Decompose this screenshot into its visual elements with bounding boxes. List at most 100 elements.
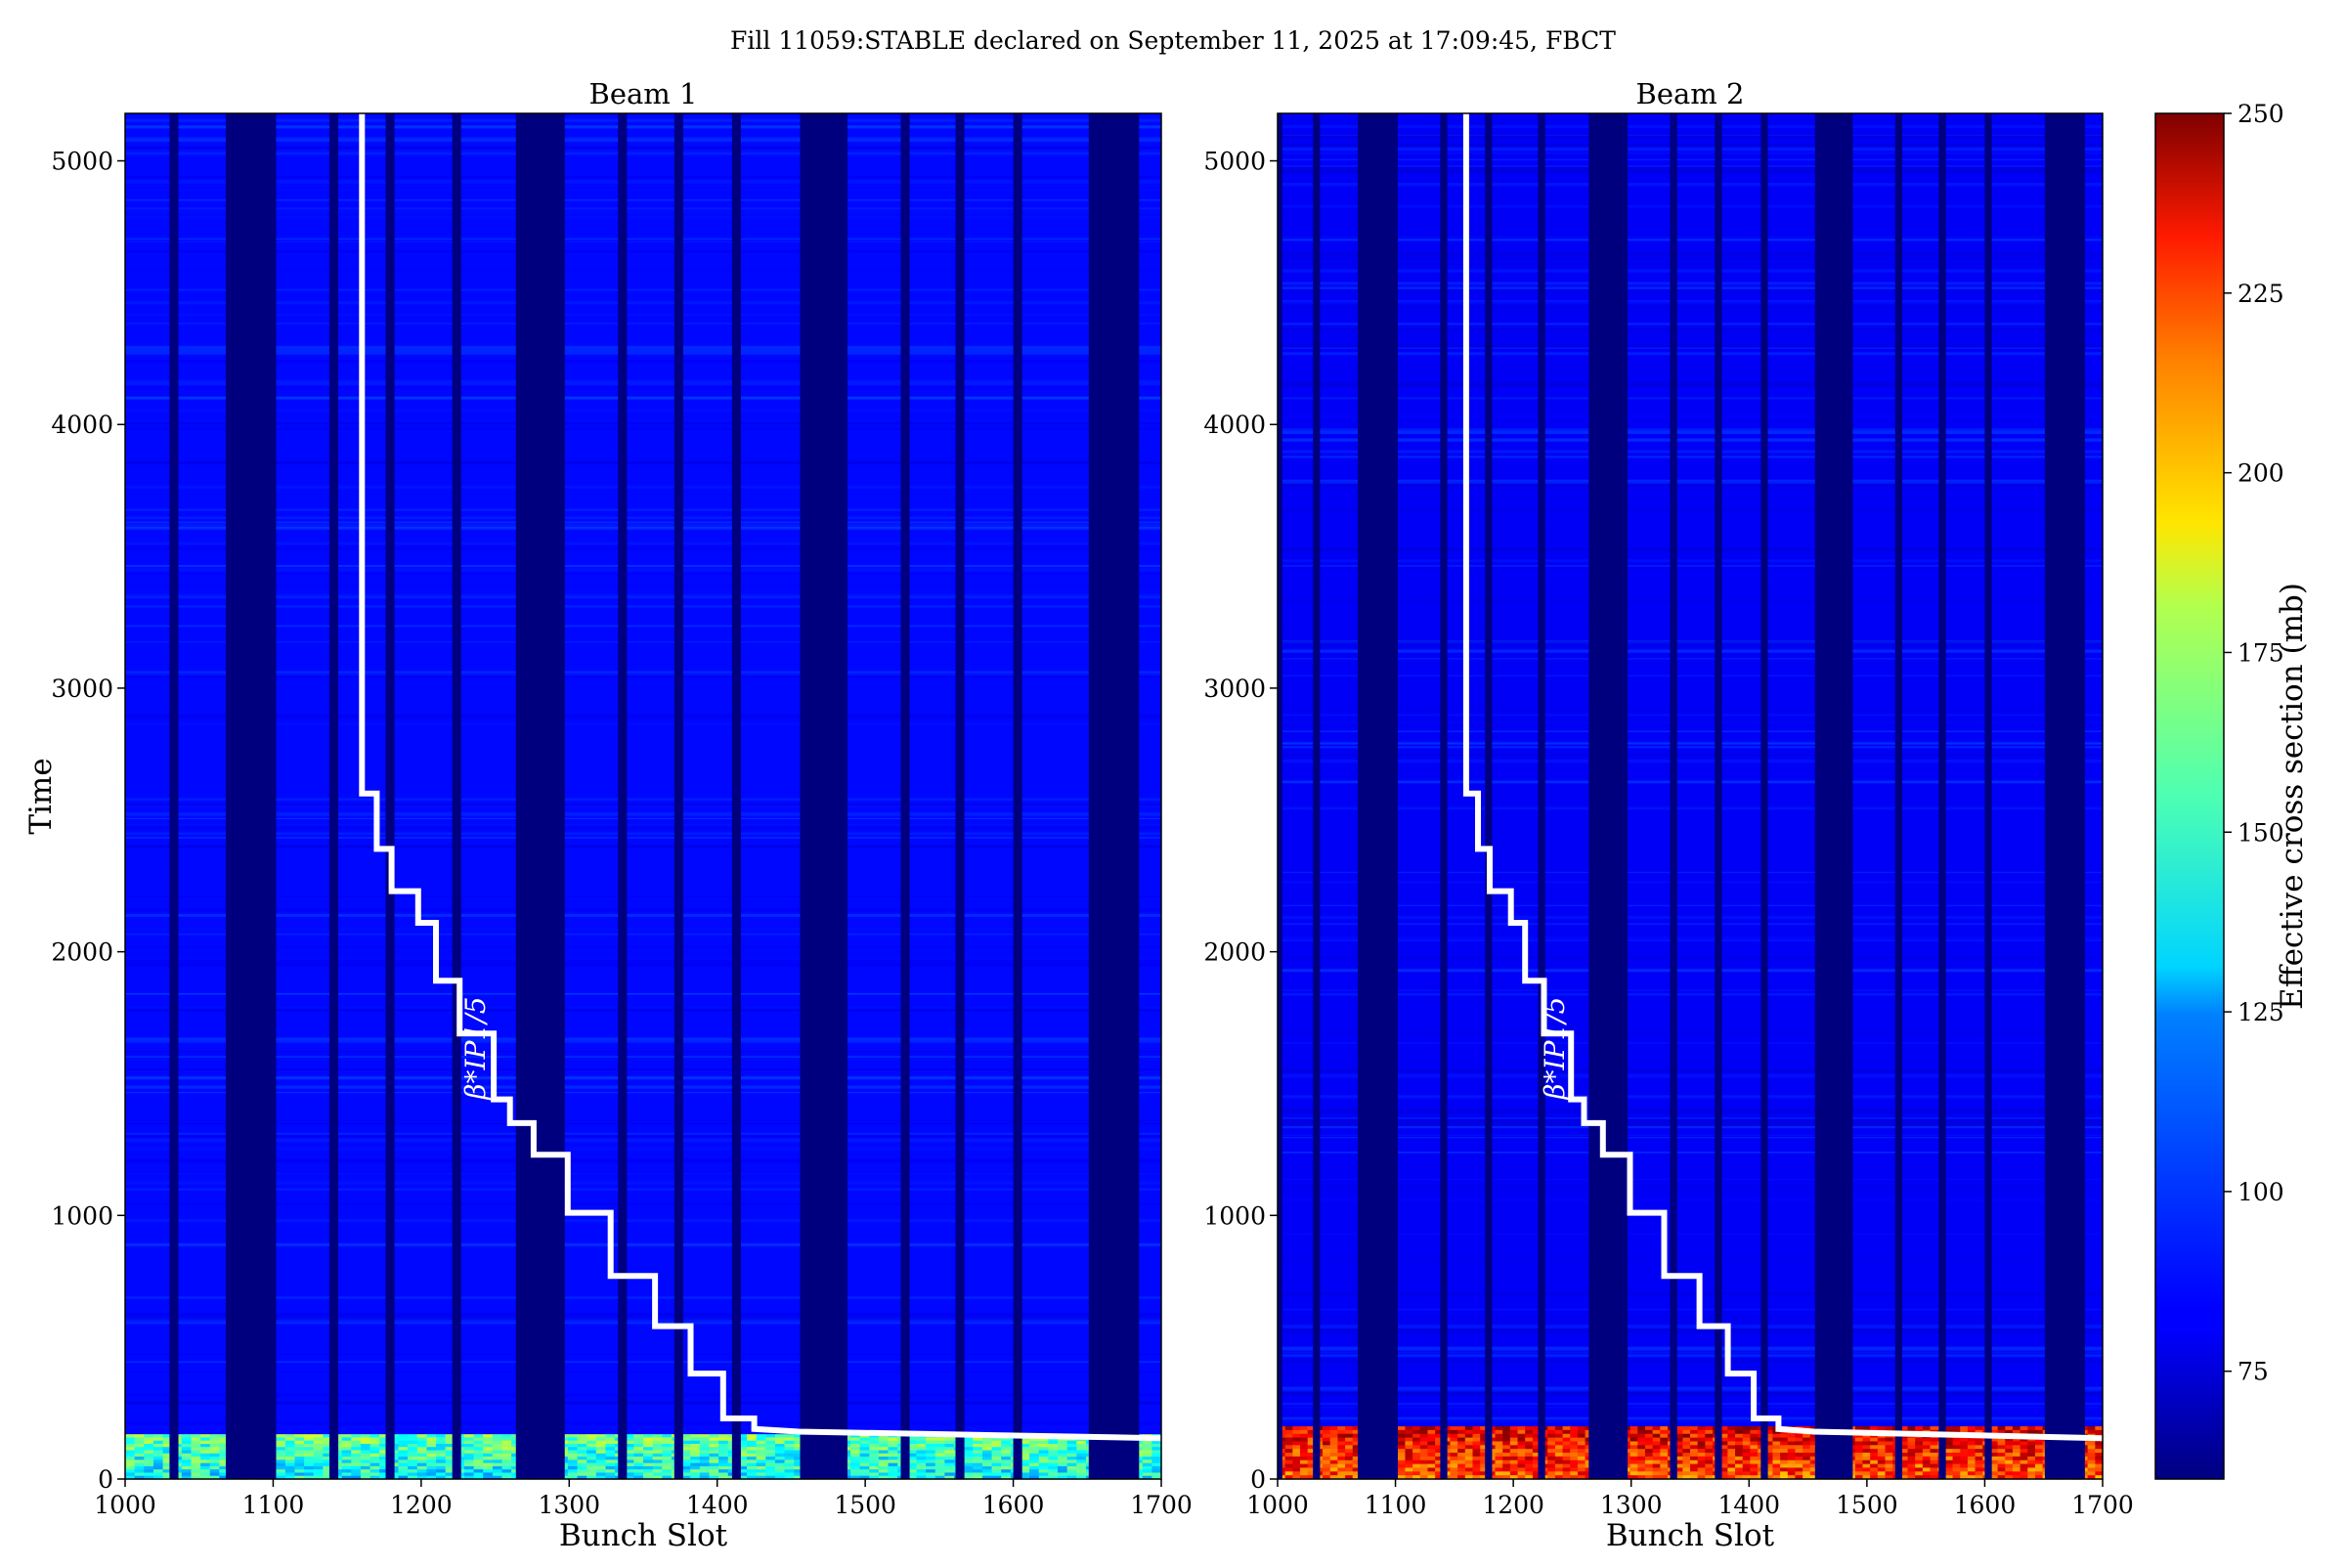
heatmap-band-cell (1472, 1449, 1481, 1454)
heatmap-band-cell (323, 1437, 333, 1442)
heatmap-band-cell (181, 1434, 193, 1439)
heatmap-band-cell (191, 1462, 201, 1467)
heatmap-band-cell (765, 1447, 776, 1452)
heatmap-band-cell (916, 1465, 927, 1470)
heatmap-band-cell (1427, 1459, 1436, 1465)
heatmap-band-cell (605, 1462, 616, 1467)
heatmap-band-cell (379, 1447, 390, 1452)
heatmap-band-cell (1660, 1441, 1669, 1446)
heatmap-band-cell (1329, 1463, 1338, 1469)
heatmap-band-cell (1048, 1457, 1059, 1460)
heatmap-band-cell (125, 1457, 136, 1460)
heatmap-texture-line (125, 625, 1161, 628)
heatmap-band-cell (1142, 1453, 1152, 1458)
heatmap-texture-line (1278, 483, 2103, 488)
heatmap-band-cell (1419, 1467, 1429, 1472)
heatmap-band-cell (483, 1450, 494, 1455)
heatmap-band-cell (1345, 1463, 1354, 1469)
heatmap-band-cell (1885, 1463, 1893, 1469)
heatmap-band-cell (1975, 1453, 1983, 1458)
heatmap-band-cell (1997, 1471, 2006, 1476)
heatmap-band-cell (379, 1469, 390, 1474)
heatmap-texture-line (1278, 169, 2103, 173)
heatmap-band-cell (1038, 1469, 1049, 1474)
heatmap-texture-line (125, 1068, 1161, 1071)
heatmap-band-cell (341, 1462, 352, 1467)
heatmap-band-cell (1674, 1437, 1683, 1443)
heatmap-band-cell (1292, 1453, 1301, 1458)
heatmap-band-cell (181, 1440, 193, 1445)
heatmap-band-cell (567, 1440, 579, 1445)
heatmap-band-cell (1307, 1433, 1316, 1439)
heatmap-band-cell (1397, 1456, 1407, 1461)
heatmap-texture-line (1278, 709, 2103, 712)
heatmap-band-cell (125, 1450, 136, 1455)
heatmap-band-cell (1284, 1445, 1293, 1450)
heatmap-band-cell (944, 1459, 955, 1464)
heatmap-band-cell (784, 1475, 795, 1480)
heatmap-band-cell (1577, 1449, 1586, 1454)
heatmap-band-cell (1682, 1459, 1691, 1465)
heatmap-band-cell (1001, 1443, 1012, 1448)
heatmap-band-cell (1450, 1441, 1458, 1446)
heatmap-texture-line (1278, 1152, 2103, 1154)
heatmap-band-cell (718, 1469, 729, 1474)
heatmap-band-cell (1472, 1453, 1481, 1458)
heatmap-band-cell (351, 1440, 362, 1445)
heatmap-band-cell (1329, 1433, 1338, 1439)
heatmap-band-cell (1960, 1453, 1969, 1458)
heatmap-band-cell (1554, 1449, 1564, 1454)
heatmap-texture-line (1278, 1126, 2103, 1129)
heatmap-band-cell (2020, 1463, 2028, 1469)
heatmap-band-cell (1682, 1453, 1691, 1458)
heatmap-band-cell (981, 1447, 993, 1452)
heatmap-band-cell (652, 1459, 663, 1464)
heatmap-band-cell (1809, 1453, 1819, 1458)
heatmap-band-cell (662, 1469, 673, 1474)
heatmap-band-cell (1547, 1453, 1556, 1458)
heatmap-texture-line (1278, 1117, 2103, 1119)
heatmap-band-cell (869, 1475, 880, 1480)
heatmap-band-cell (1644, 1437, 1654, 1443)
heatmap-texture-line (1278, 992, 2103, 996)
heatmap-band-cell (577, 1450, 587, 1455)
heatmap-band-cell (1727, 1453, 1736, 1458)
heatmap-band-cell (1502, 1441, 1511, 1446)
heatmap-band-cell (1300, 1467, 1309, 1472)
heatmap-band-cell (1502, 1437, 1511, 1443)
heatmap-band-cell (1048, 1447, 1059, 1452)
heatmap-band-cell (1690, 1471, 1699, 1476)
heatmap-band-cell (483, 1447, 494, 1452)
heatmap-band-cell (1719, 1433, 1728, 1439)
heatmap-band-cell (276, 1440, 286, 1445)
heatmap-band-cell (162, 1462, 173, 1467)
heatmap-texture-line (125, 1008, 1161, 1012)
y-tick-label: 1000 (1203, 1201, 1266, 1230)
heatmap-band-cell (134, 1459, 145, 1464)
heatmap-band-cell (2034, 1426, 2044, 1431)
heatmap-band-cell (323, 1472, 333, 1477)
heatmap-band-cell (1066, 1475, 1077, 1480)
heatmap-band-cell (1764, 1456, 1773, 1461)
heatmap-band-cell (784, 1434, 795, 1439)
heatmap-texture-line (1278, 171, 2103, 173)
heatmap-band-cell (1899, 1453, 1909, 1458)
heatmap-band-cell (1029, 1465, 1040, 1470)
heatmap-band-cell (463, 1434, 475, 1439)
heatmap-band-cell (1457, 1456, 1466, 1461)
heatmap-band-cell (1284, 1437, 1293, 1443)
heatmap-band-cell (1292, 1449, 1301, 1454)
heatmap-texture-line (125, 1040, 1161, 1043)
heatmap-band-cell (1944, 1445, 1954, 1450)
heatmap-band-cell (1922, 1437, 1932, 1443)
heatmap-band-cell (774, 1447, 786, 1452)
heatmap-band-cell (1307, 1467, 1316, 1472)
heatmap-band-cell (1885, 1459, 1893, 1465)
heatmap-band-cell (360, 1434, 371, 1439)
heatmap-band-cell (1547, 1426, 1556, 1431)
heatmap-band-cell (2012, 1459, 2021, 1465)
heatmap-band-cell (1464, 1453, 1474, 1458)
heatmap-band-cell (463, 1453, 475, 1458)
heatmap-band-cell (605, 1453, 616, 1458)
